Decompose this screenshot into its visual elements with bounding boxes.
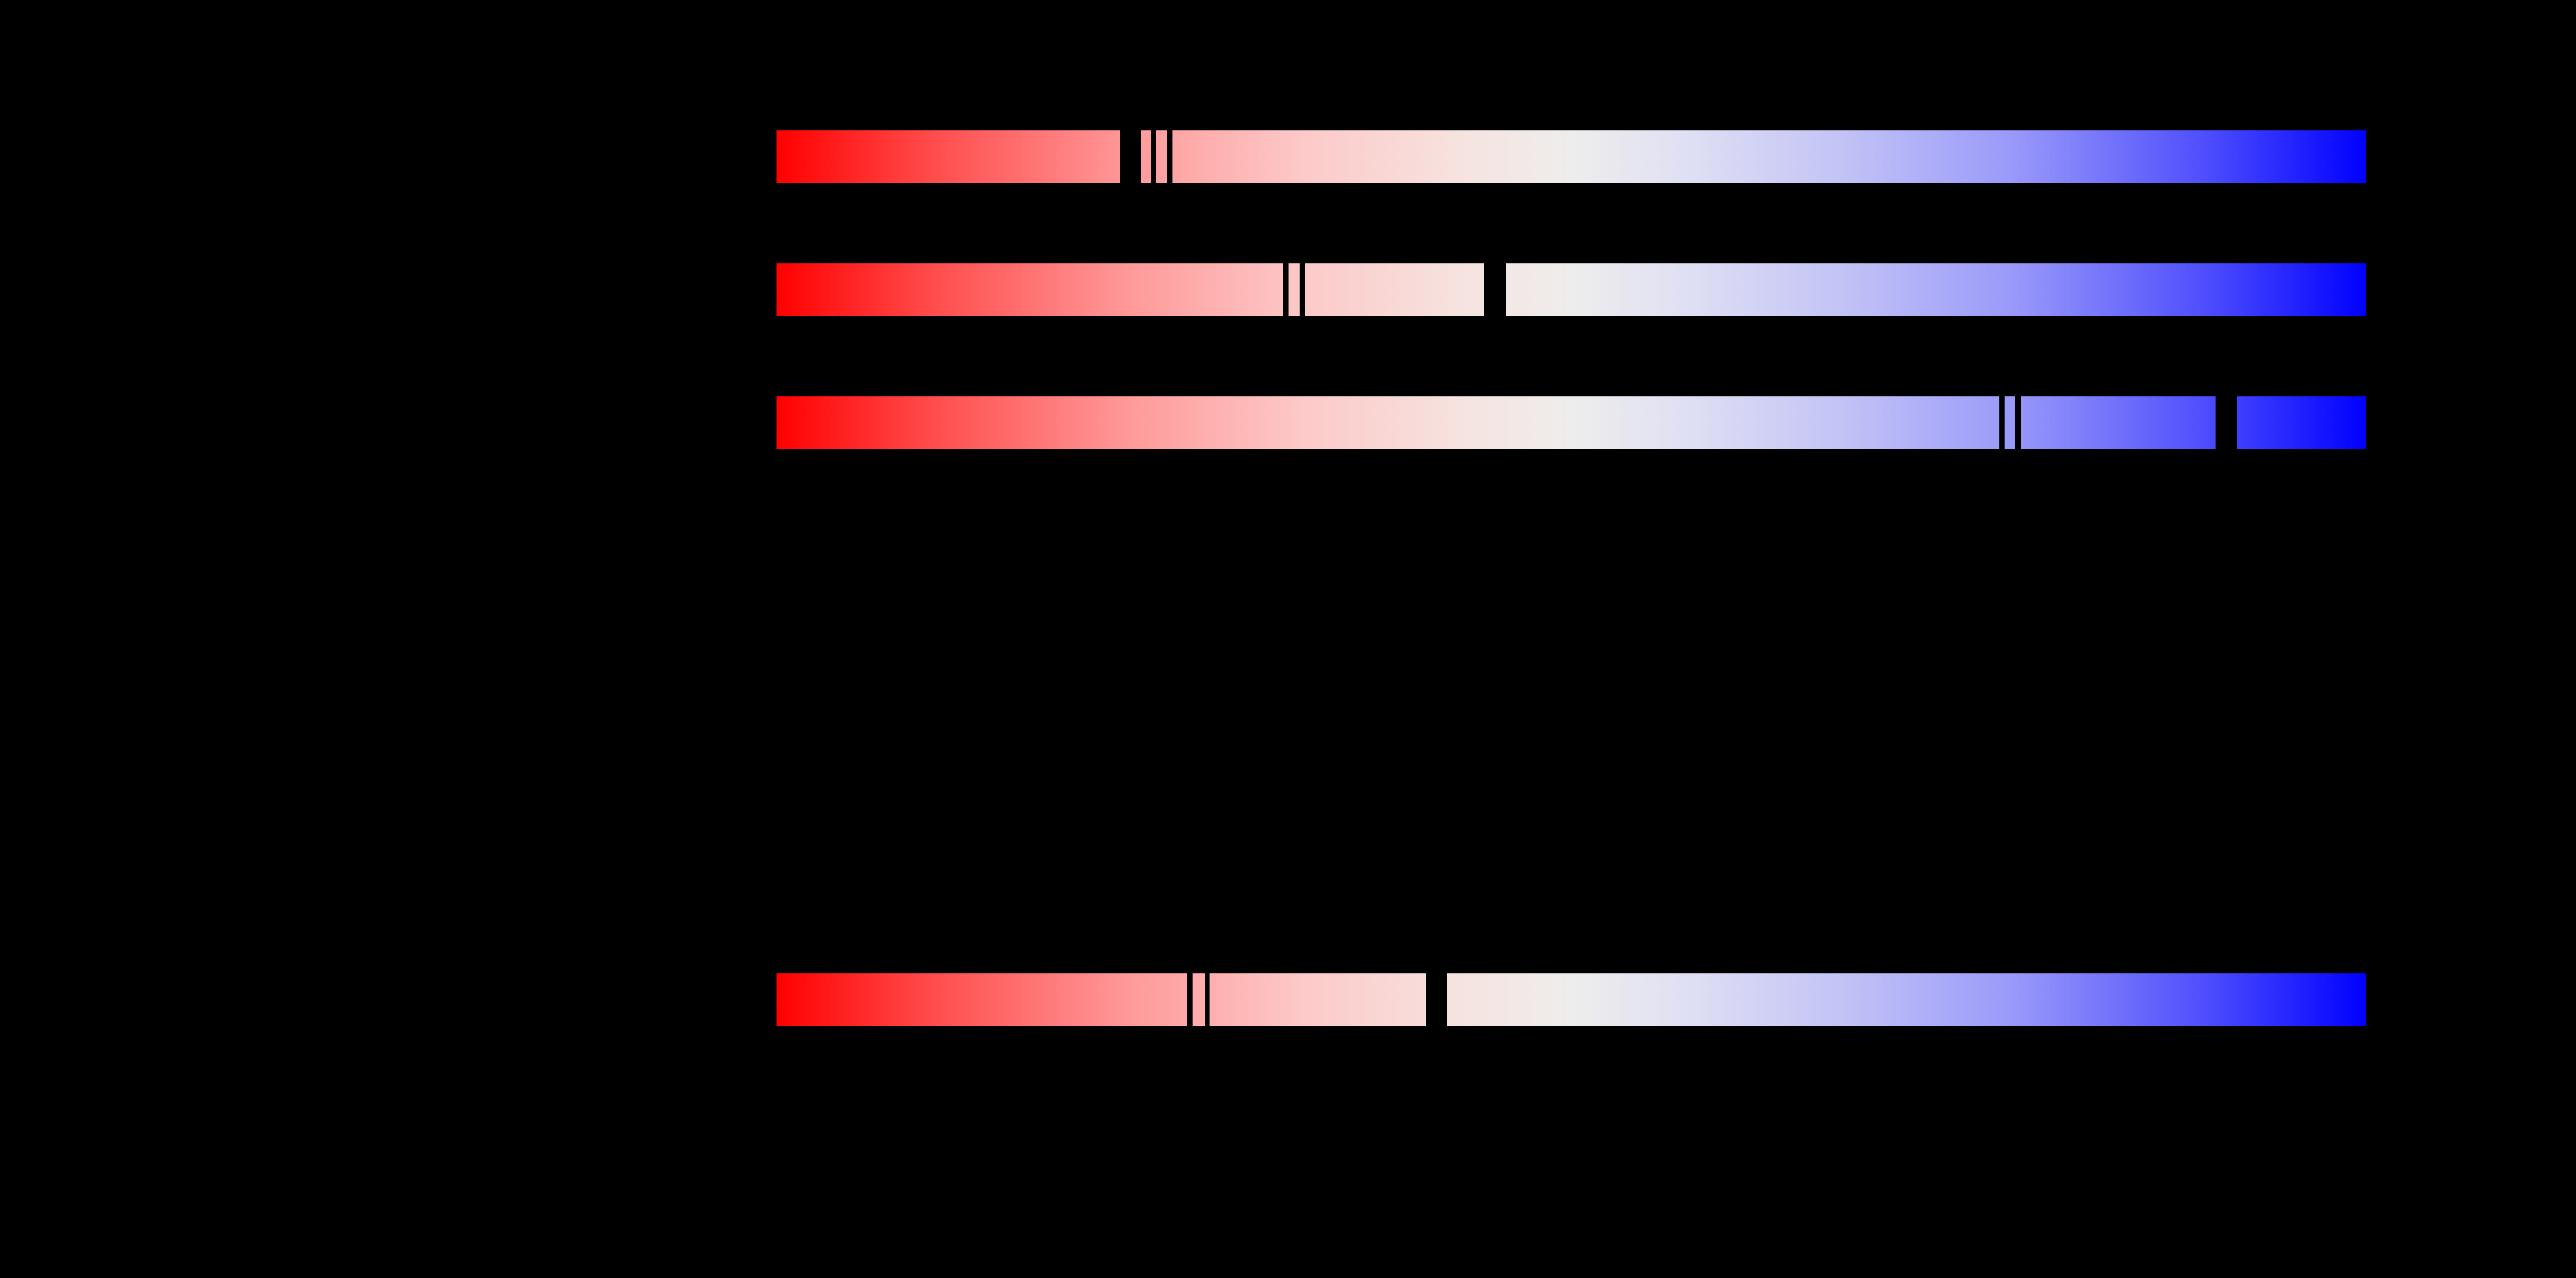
bar-gap [1151, 130, 1156, 183]
bar-gap [2216, 396, 2237, 449]
bar-gap [1484, 263, 1506, 316]
bar-gap [1120, 130, 1141, 183]
gradient-bar-row-bar-3 [777, 396, 2366, 449]
gradient-bar-row-bar-4 [777, 973, 2366, 1026]
bar-gap [2015, 396, 2021, 449]
gradient-bar-row-bar-2 [777, 263, 2366, 316]
bar-gap [1300, 263, 1305, 316]
bar-gap [1283, 263, 1289, 316]
gradient-bar-row-bar-1 [777, 130, 2366, 183]
bar-gap [1187, 973, 1193, 1026]
bar-gap [1999, 396, 2005, 449]
bar-gap [1426, 973, 1447, 1026]
bar-gap [1167, 130, 1172, 183]
bar-gap [1205, 973, 1210, 1026]
